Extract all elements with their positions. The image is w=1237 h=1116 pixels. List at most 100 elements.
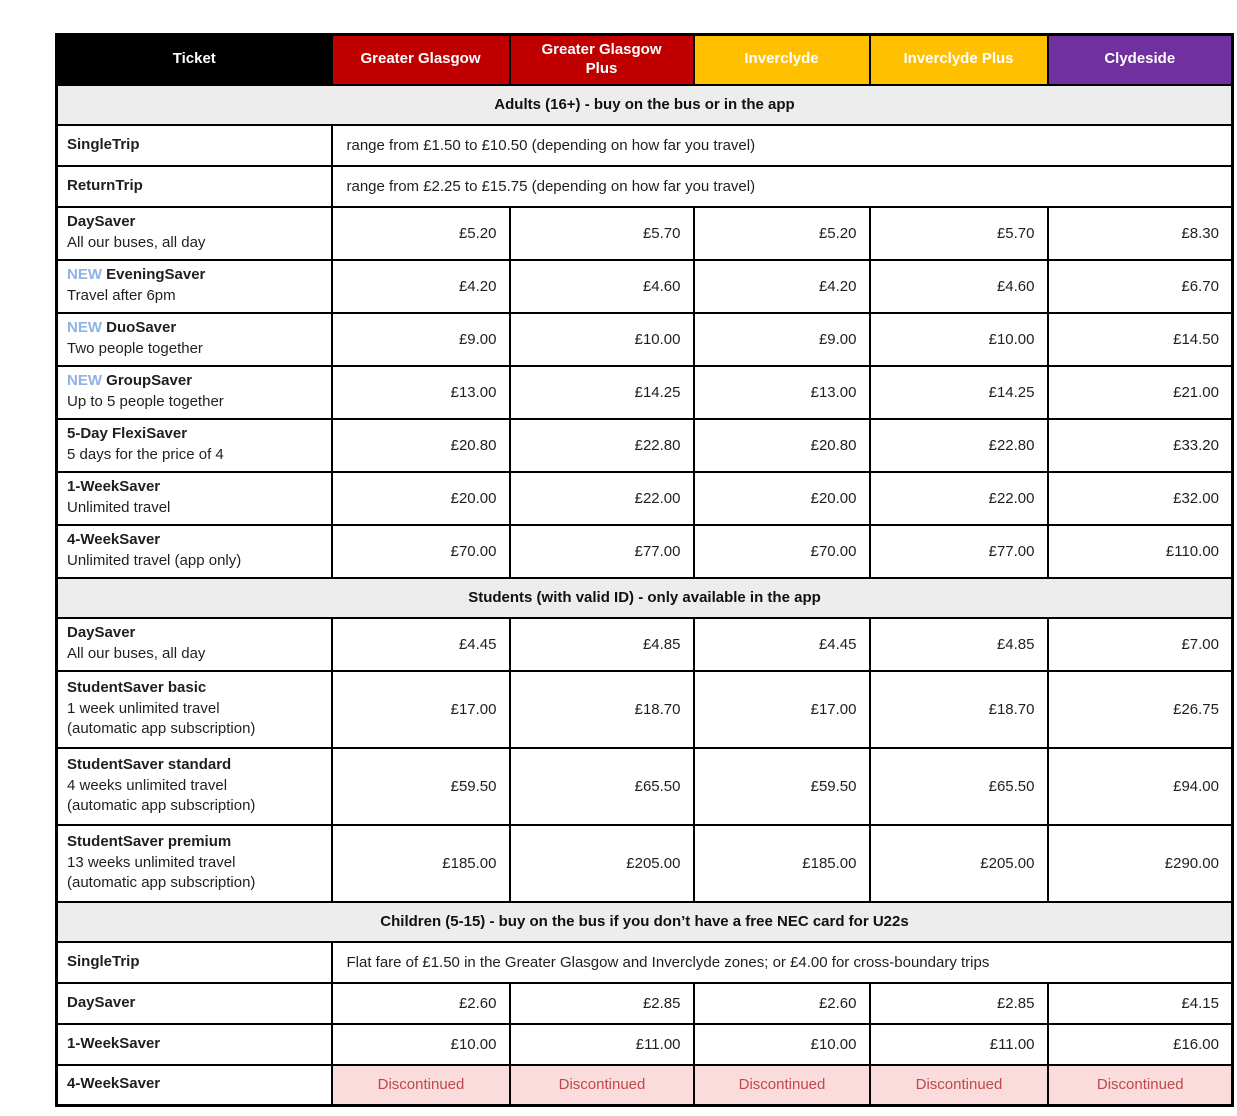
price-cell: £185.00 xyxy=(692,823,871,903)
price-cell: £7.00 xyxy=(1046,616,1234,672)
ticket-desc: 13 weeks unlimited travel xyxy=(67,853,236,871)
ticket-row: 1-WeekSaver Unlimited travel £20.00 £22.00 £… xyxy=(55,470,1234,526)
ticket-desc: 5 days for the price of 4 xyxy=(67,446,224,463)
price-cell: £11.00 xyxy=(508,1022,695,1066)
price-cell: £20.80 xyxy=(330,417,511,473)
price-cell: £13.00 xyxy=(330,364,511,420)
fares-table-wrap: Ticket Greater Glasgow Greater Glasgow Plu… xyxy=(55,33,1234,1107)
ticket-desc: Unlimited travel xyxy=(67,499,171,516)
new-badge: NEW xyxy=(67,319,102,337)
ticket-name: SingleTrip xyxy=(67,135,140,153)
ticket-desc: (automatic app subscription) xyxy=(67,874,256,892)
ticket-desc: Unlimited travel (app only) xyxy=(67,552,242,569)
price-cell: £5.20 xyxy=(330,205,511,261)
section-header-row: Students (with valid ID) - only availabl… xyxy=(55,576,1234,619)
price-cell: £65.50 xyxy=(508,746,695,826)
ticket-name-cell: NEW EveningSaver Travel after 6pm xyxy=(55,258,333,314)
price-cell: £18.70 xyxy=(508,669,695,749)
table-head: Ticket Greater Glasgow Greater Glasgow Plu… xyxy=(55,33,1234,86)
col-header-label: Greater Glasgow Plus xyxy=(541,41,662,77)
ticket-name: DaySaver xyxy=(67,624,136,642)
price-cell: £8.30 xyxy=(1046,205,1234,261)
ticket-name-cell: StudentSaver basic 1 week unlimited trave… xyxy=(55,669,333,749)
ticket-name: StudentSaver basic xyxy=(67,678,207,696)
price-cell: £2.60 xyxy=(330,981,511,1025)
ticket-row: DaySaver All our buses, all day £4.45 £4.85… xyxy=(55,616,1234,672)
new-badge: NEW xyxy=(67,266,102,284)
ticket-desc: All our buses, all day xyxy=(67,645,206,662)
col-header-inverclyde-plus: Inverclyde Plus xyxy=(868,33,1049,86)
ticket-desc: 4 weeks unlimited travel xyxy=(67,776,228,794)
ticket-name-cell: 4-WeekSaver Unlimited travel (app only) xyxy=(55,523,333,579)
ticket-name-cell: ReturnTrip xyxy=(55,164,333,208)
ticket-name: 4-WeekSaver xyxy=(67,1075,161,1093)
section-title: Students (with valid ID) - only availabl… xyxy=(468,589,821,606)
col-header-label: Ticket xyxy=(172,50,216,68)
price-cell: £9.00 xyxy=(330,311,511,367)
ticket-row: StudentSaver standard 4 weeks unlimited t… xyxy=(55,746,1234,826)
ticket-row: DaySaver All our buses, all day £5.20 £5.70… xyxy=(55,205,1234,261)
ticket-row: SingleTrip Flat fare of £1.50 in the Grea… xyxy=(55,940,1234,984)
price-cell: £4.15 xyxy=(1046,981,1234,1025)
ticket-name-cell: 1-WeekSaver xyxy=(55,1022,333,1066)
ticket-row: NEW EveningSaver Travel after 6pm £4.20 £4.… xyxy=(55,258,1234,314)
ticket-desc: All our buses, all day xyxy=(67,234,206,251)
header-row: Ticket Greater Glasgow Greater Glasgow Plu… xyxy=(55,33,1234,86)
price-cell: £21.00 xyxy=(1046,364,1234,420)
ticket-name-cell: NEW GroupSaver Up to 5 people together xyxy=(55,364,333,420)
price-cell: £33.20 xyxy=(1046,417,1234,473)
section-header: Adults (16+) - buy on the bus or in the … xyxy=(55,83,1234,126)
ticket-name: StudentSaver premium xyxy=(67,832,232,850)
price-cell: £4.20 xyxy=(692,258,871,314)
price-cell: £59.50 xyxy=(692,746,871,826)
ticket-name-cell: SingleTrip xyxy=(55,940,333,984)
ticket-row: 5-Day FlexiSaver 5 days for the price of … xyxy=(55,417,1234,473)
price-cell: £14.25 xyxy=(868,364,1049,420)
price-cell: £2.60 xyxy=(692,981,871,1025)
price-cell: £205.00 xyxy=(868,823,1049,903)
ticket-row: 1-WeekSaver £10.00 £11.00 £10.00 £11.00 £16.0… xyxy=(55,1022,1234,1066)
ticket-desc: Two people together xyxy=(67,340,203,357)
col-header-clydeside: Clydeside xyxy=(1046,33,1234,86)
price-cell: £20.00 xyxy=(330,470,511,526)
ticket-row: NEW GroupSaver Up to 5 people together £13… xyxy=(55,364,1234,420)
price-cell: £4.60 xyxy=(508,258,695,314)
price-cell: £10.00 xyxy=(508,311,695,367)
ticket-name: DuoSaver xyxy=(106,319,177,337)
ticket-desc: (automatic app subscription) xyxy=(67,797,256,815)
price-cell: £5.70 xyxy=(868,205,1049,261)
price-cell: £22.00 xyxy=(508,470,695,526)
discontinued-cell: Discontinued xyxy=(508,1063,695,1107)
price-cell: £14.50 xyxy=(1046,311,1234,367)
price-cell: £4.20 xyxy=(330,258,511,314)
ticket-row: 4-WeekSaver Unlimited travel (app only) £7… xyxy=(55,523,1234,579)
price-cell: £59.50 xyxy=(330,746,511,826)
note-cell: Flat fare of £1.50 in the Greater Glasgo… xyxy=(330,940,1234,984)
col-header-greater-glasgow-plus: Greater Glasgow Plus xyxy=(508,33,695,86)
price-cell: £13.00 xyxy=(692,364,871,420)
ticket-name-cell: DaySaver All our buses, all day xyxy=(55,205,333,261)
price-cell: £17.00 xyxy=(330,669,511,749)
ticket-name-cell: DaySaver All our buses, all day xyxy=(55,616,333,672)
price-cell: £26.75 xyxy=(1046,669,1234,749)
col-header-greater-glasgow: Greater Glasgow xyxy=(330,33,511,86)
section-header: Children (5-15) - buy on the bus if you … xyxy=(55,900,1234,943)
ticket-desc: (automatic app subscription) xyxy=(67,720,256,738)
price-cell: £17.00 xyxy=(692,669,871,749)
discontinued-cell: Discontinued xyxy=(330,1063,511,1107)
price-cell: £2.85 xyxy=(508,981,695,1025)
ticket-row: SingleTrip range from £1.50 to £10.50 (de… xyxy=(55,123,1234,167)
price-cell: £18.70 xyxy=(868,669,1049,749)
ticket-name-cell: DaySaver xyxy=(55,981,333,1025)
note-text: range from £1.50 to £10.50 (depending on… xyxy=(346,136,756,154)
price-cell: £4.45 xyxy=(330,616,511,672)
col-header-label: Inverclyde Plus xyxy=(903,50,1014,68)
ticket-name: GroupSaver xyxy=(106,372,193,390)
ticket-row: 4-WeekSaver Discontinued Discontinued Disco… xyxy=(55,1063,1234,1107)
price-cell: £20.80 xyxy=(692,417,871,473)
section-title: Children (5-15) - buy on the bus if you … xyxy=(380,913,909,930)
ticket-name-cell: StudentSaver premium 13 weeks unlimited t… xyxy=(55,823,333,903)
price-cell: £32.00 xyxy=(1046,470,1234,526)
price-cell: £10.00 xyxy=(692,1022,871,1066)
note-cell: range from £2.25 to £15.75 (depending on… xyxy=(330,164,1234,208)
